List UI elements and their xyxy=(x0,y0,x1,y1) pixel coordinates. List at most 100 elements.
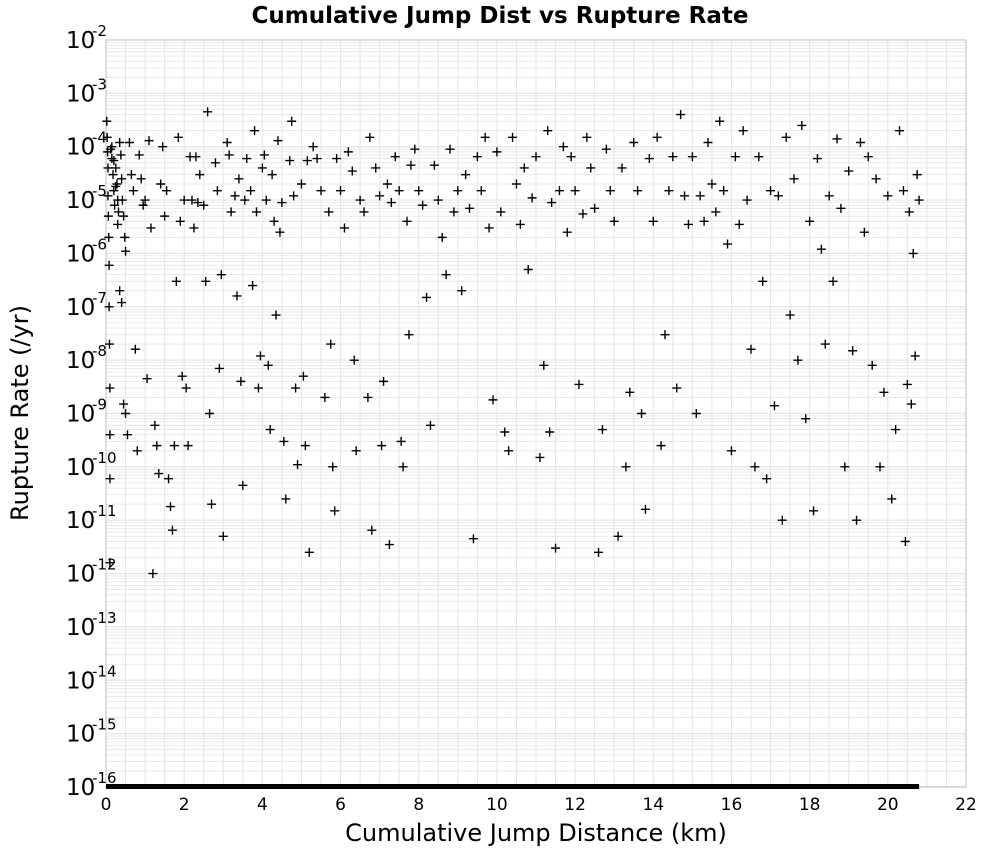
data-point xyxy=(617,163,627,173)
y-tick-label: 10-10 xyxy=(66,449,117,481)
y-tick-exponent: -14 xyxy=(92,662,117,680)
data-point xyxy=(613,531,623,541)
data-point xyxy=(797,120,807,130)
data-point xyxy=(271,310,281,320)
data-point xyxy=(625,387,635,397)
data-point xyxy=(302,156,312,166)
data-point xyxy=(773,191,783,201)
data-point xyxy=(285,156,295,166)
data-point xyxy=(554,186,564,196)
y-tick-base: 10 xyxy=(66,615,95,641)
data-point xyxy=(167,525,177,535)
data-point xyxy=(597,425,607,435)
data-point xyxy=(179,195,189,205)
data-point xyxy=(300,441,310,451)
data-point xyxy=(410,144,420,154)
data-point xyxy=(539,360,549,370)
data-point xyxy=(173,132,183,142)
data-point xyxy=(269,216,279,226)
data-point xyxy=(910,351,920,361)
x-tick-label: 12 xyxy=(564,795,586,815)
data-point xyxy=(500,427,510,437)
x-tick-label: 18 xyxy=(799,795,821,815)
y-tick-base: 10 xyxy=(66,81,95,107)
data-point xyxy=(711,207,721,217)
data-point xyxy=(488,395,498,405)
data-point xyxy=(148,569,158,579)
data-point xyxy=(142,374,152,384)
data-point xyxy=(109,186,119,196)
data-point xyxy=(785,310,795,320)
data-point xyxy=(828,276,838,286)
data-point xyxy=(664,186,674,196)
data-point xyxy=(371,163,381,173)
data-point xyxy=(116,150,126,160)
data-point xyxy=(680,191,690,201)
data-point xyxy=(267,170,277,180)
data-point xyxy=(312,154,322,164)
y-tick-label: 10-16 xyxy=(66,769,117,801)
data-point xyxy=(898,186,908,196)
y-tick-exponent: -9 xyxy=(92,396,107,414)
data-point xyxy=(126,170,136,180)
data-point xyxy=(191,152,201,162)
data-point xyxy=(844,166,854,176)
data-point xyxy=(805,216,815,226)
data-point xyxy=(293,460,303,470)
data-point xyxy=(234,174,244,184)
data-point xyxy=(121,246,131,256)
data-point xyxy=(648,216,658,226)
data-point xyxy=(115,137,125,147)
y-tick-base: 10 xyxy=(66,562,95,588)
data-point xyxy=(859,227,869,237)
data-point xyxy=(766,186,776,196)
data-point xyxy=(107,142,117,152)
y-tick-label: 10-14 xyxy=(66,662,117,694)
data-point xyxy=(123,430,132,440)
x-tick-label: 4 xyxy=(257,795,268,815)
data-point xyxy=(398,462,408,472)
data-point xyxy=(545,427,555,437)
data-point xyxy=(263,360,273,370)
data-point xyxy=(365,132,375,142)
data-point xyxy=(433,195,443,205)
x-tick-label: 8 xyxy=(413,795,424,815)
data-point xyxy=(105,430,115,440)
data-point xyxy=(120,232,130,242)
data-point xyxy=(820,339,830,349)
data-point xyxy=(476,186,486,196)
data-point xyxy=(570,186,580,196)
data-point xyxy=(777,515,787,525)
y-tick-label: 10-4 xyxy=(66,129,107,161)
data-point xyxy=(377,441,387,451)
data-point xyxy=(119,211,129,221)
y-tick-base: 10 xyxy=(66,455,95,481)
data-point xyxy=(912,170,922,180)
data-point xyxy=(308,142,318,152)
data-point xyxy=(609,216,619,226)
data-point xyxy=(287,116,297,126)
y-tick-label: 10-13 xyxy=(66,609,117,641)
data-point xyxy=(754,152,764,162)
data-point xyxy=(193,198,203,208)
data-point xyxy=(154,469,164,479)
data-point xyxy=(781,132,791,142)
data-point xyxy=(104,302,114,312)
data-point xyxy=(902,379,912,389)
data-point xyxy=(111,163,121,173)
data-point xyxy=(156,179,166,189)
y-tick-exponent: -16 xyxy=(92,769,117,787)
data-point xyxy=(457,286,467,296)
data-point xyxy=(113,219,123,229)
data-point xyxy=(257,163,267,173)
y-tick-label: 10-3 xyxy=(66,75,107,107)
data-point xyxy=(138,200,148,210)
data-point xyxy=(316,186,326,196)
data-point xyxy=(107,154,117,164)
data-point xyxy=(117,195,127,205)
x-axis-label: Cumulative Jump Distance (km) xyxy=(345,819,727,847)
data-point xyxy=(104,232,114,242)
data-point xyxy=(252,207,261,217)
y-tick-labels: 10-210-310-410-510-610-710-810-910-1010-… xyxy=(66,22,117,801)
